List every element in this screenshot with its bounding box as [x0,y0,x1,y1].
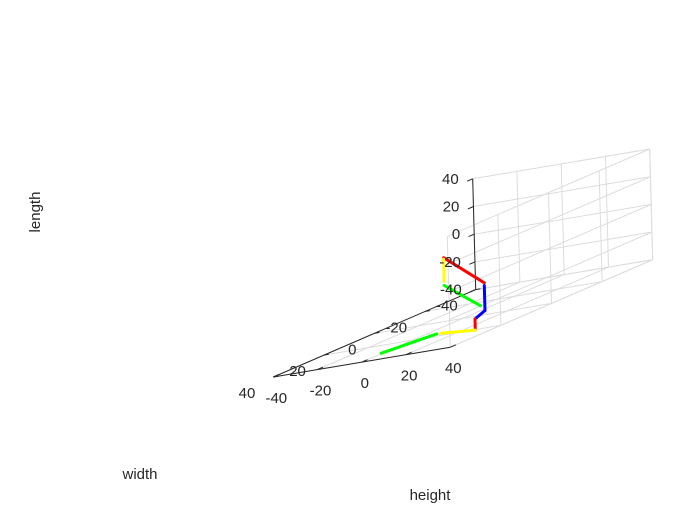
x-tick-label: 0 [361,375,369,392]
y-tick-mark [374,332,380,334]
grid-line [447,176,651,265]
grid-line [473,176,651,207]
x-tick-mark [317,366,324,370]
grid-line [497,214,502,326]
grid-line [472,148,650,180]
grid-line [474,203,652,235]
x-tick-label: -20 [310,383,332,400]
data-segment-8 [379,332,439,355]
z-tick-label: 0 [452,226,460,243]
grid-line [605,156,609,268]
y-tick-mark [273,375,279,378]
x-tick-label: 20 [401,368,418,385]
x-tick-mark [361,359,368,363]
y-tick-label: -20 [385,319,407,336]
grid-line [450,259,653,348]
z-tick-label: 40 [442,171,459,188]
grid-lines [273,148,654,378]
x-tick-mark [405,351,412,356]
y-tick-label: 0 [348,341,356,358]
x-axis-label: height [410,487,452,504]
data-segment-7 [439,328,477,335]
y-tick-mark [475,288,481,291]
x-tick-mark [450,344,457,348]
z-tick-mark [466,178,473,182]
x-tick-label: 40 [445,360,462,377]
grid-line [447,148,650,237]
z-tick-mark [467,206,474,210]
y-tick-label: 40 [239,385,256,402]
z-tick-label: -40 [440,282,462,299]
data-lines [379,256,487,355]
z-tick-mark [469,261,476,265]
z-tick-label: -20 [439,254,461,271]
tick-labels: -40 -20 0 20 40 -40 -20 0 20 40 -40 -20 0 20 40 [239,171,462,407]
grid-line [446,236,451,348]
data-segment-1 [442,256,486,285]
y-tick-label: -40 [436,298,458,315]
data-segment-3 [442,283,482,308]
x-tick-label: -40 [265,390,287,407]
grid-line [405,266,609,356]
z-tick-mark [468,233,475,238]
data-segment-2 [442,257,446,283]
y-tick-mark [425,310,430,312]
axes [273,178,481,378]
y-tick-mark [323,353,329,356]
grid-line [649,148,654,260]
data-segment-4 [482,284,487,312]
grid-line [448,203,652,293]
z-tick-label: 20 [443,199,460,216]
z-axis-label: length [27,192,44,233]
data-segment-5 [473,309,487,321]
z-tick-mark [469,289,476,293]
y-tick-label: 20 [289,363,306,380]
grid-line [374,302,552,334]
y-axis-label: width [121,466,157,483]
